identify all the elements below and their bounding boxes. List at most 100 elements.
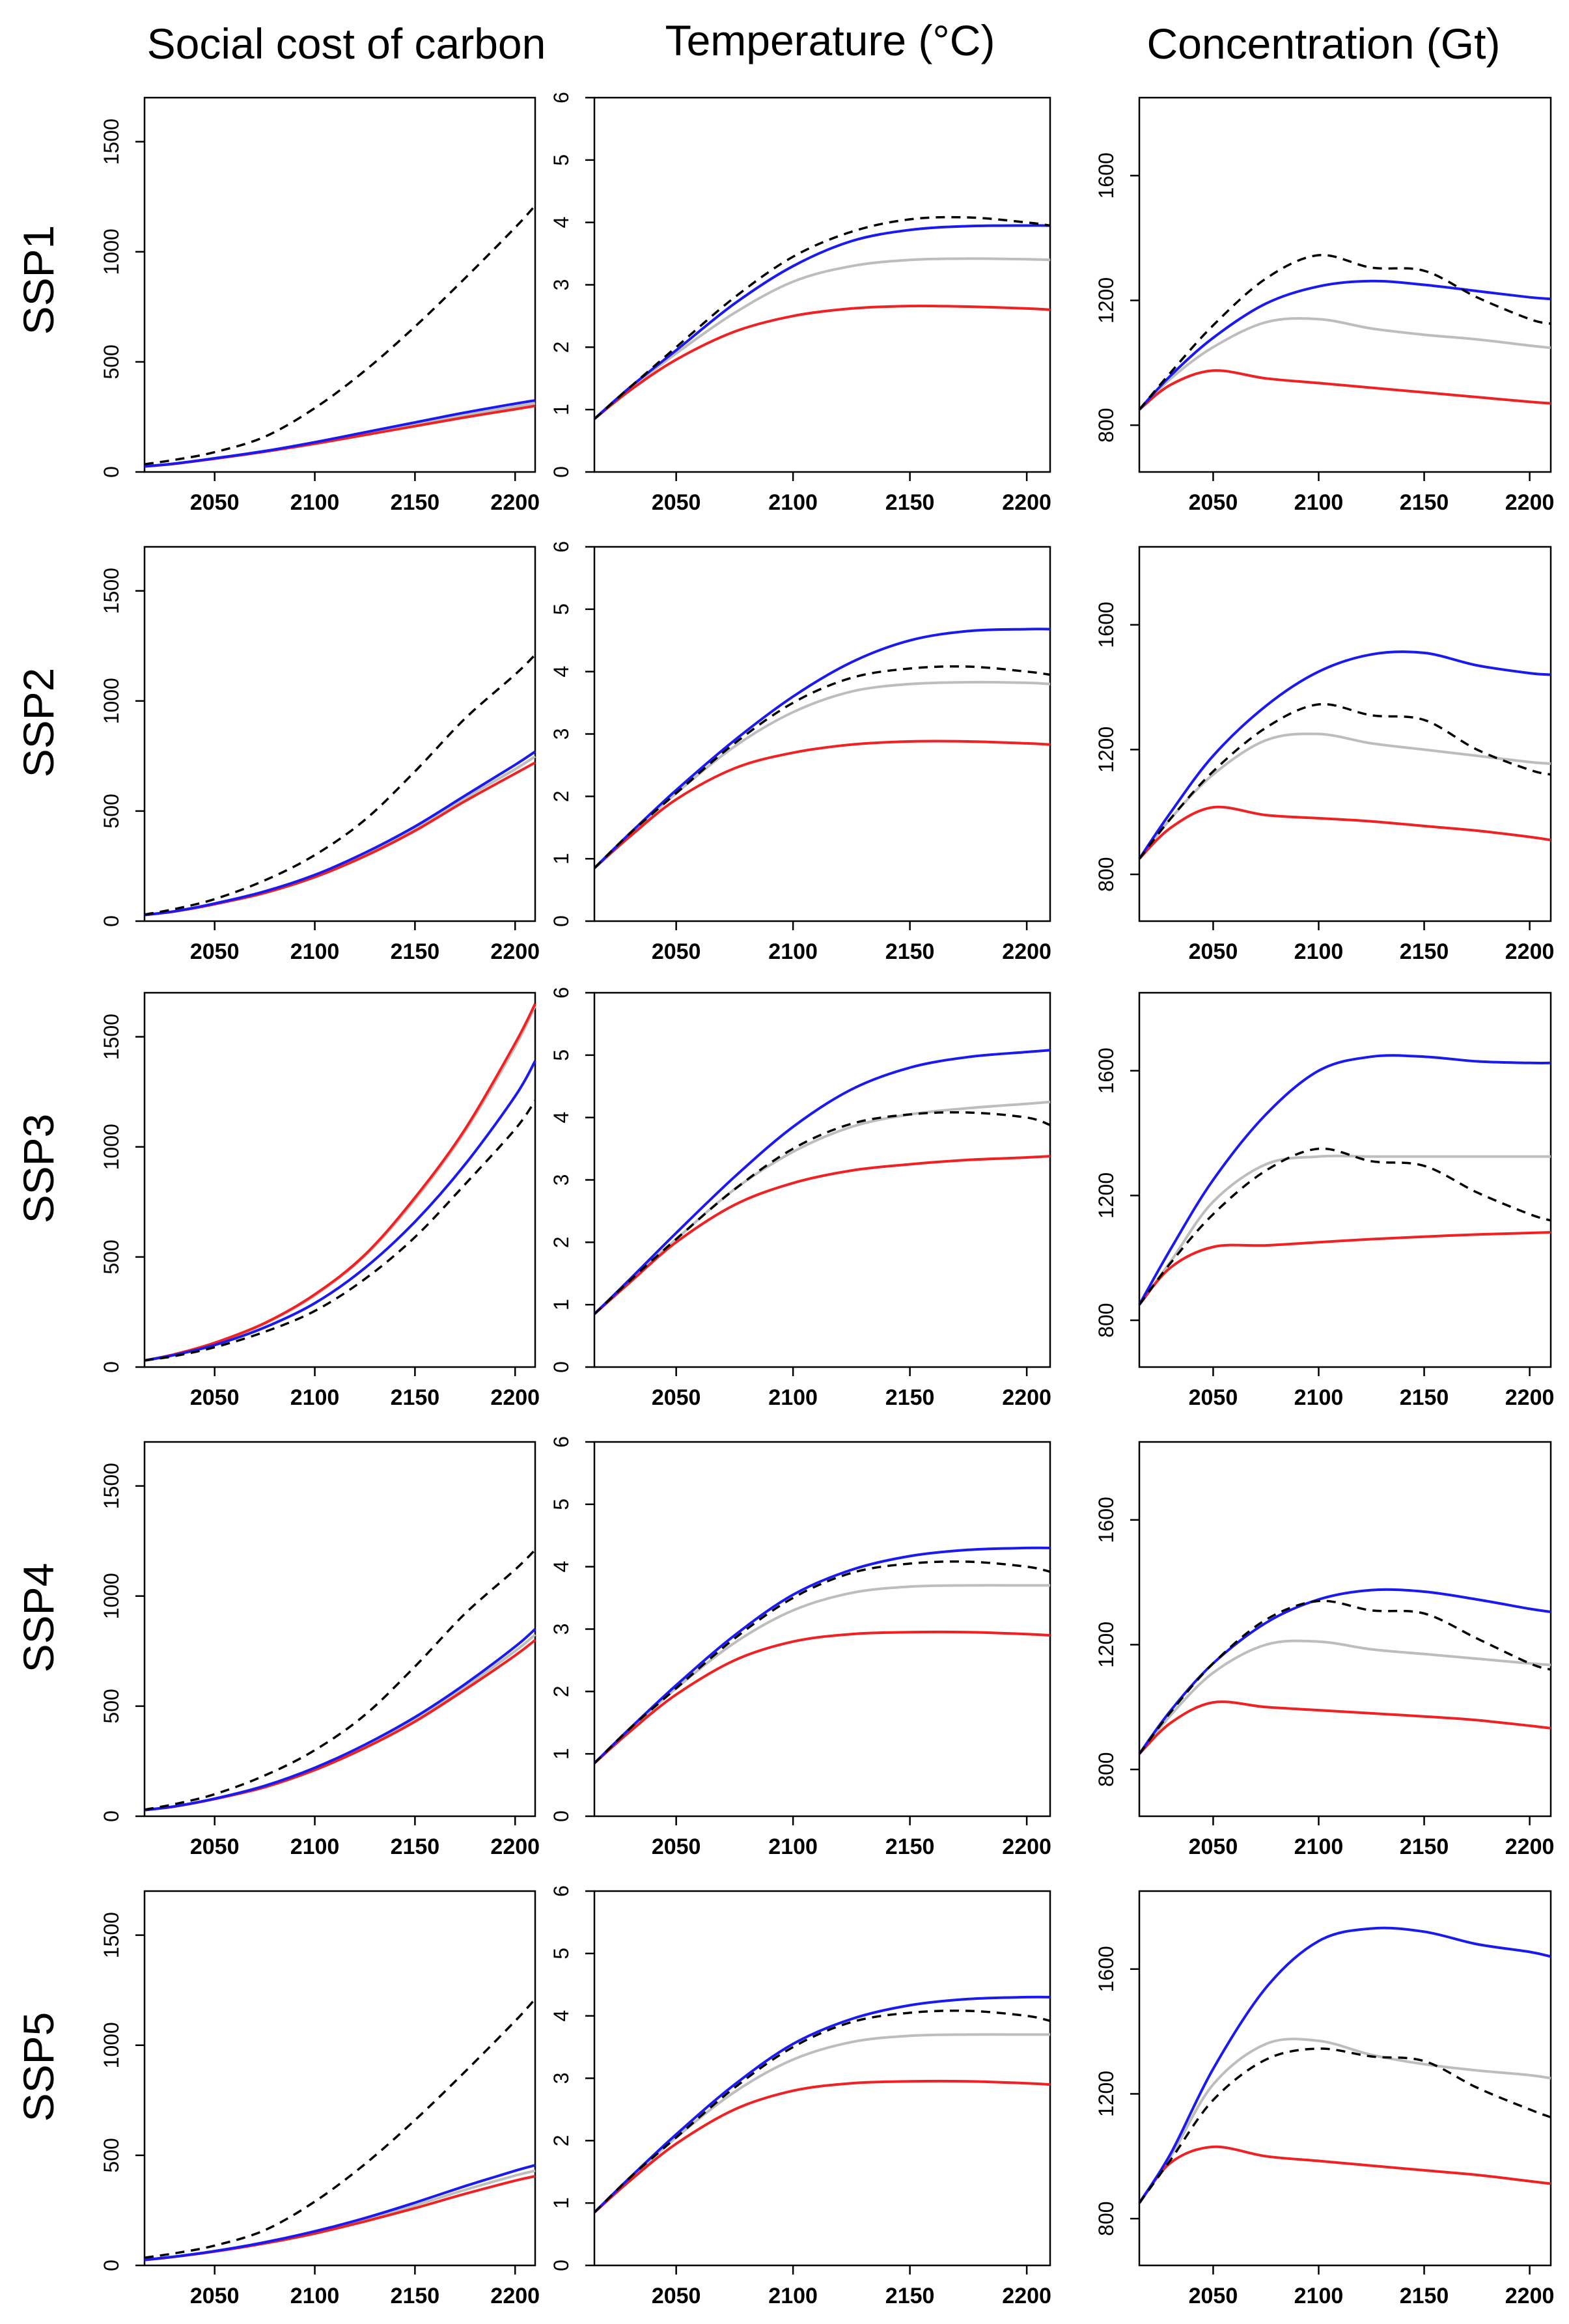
x-tick-label: 2150 (391, 1385, 440, 1410)
y-tick-label: 5 (549, 1049, 573, 1061)
y-tick-label: 5 (549, 1499, 573, 1510)
series-red (593, 740, 1051, 870)
x-tick-label: 2100 (290, 2284, 340, 2308)
panel-ssp2-scc: 2050 2100 2150 2200 0 500 1000 1500 (100, 546, 540, 964)
panel-ssp1-concentration: 2050 2100 2150 2200 800 1200 1600 (1094, 96, 1554, 515)
row-label-ssp2: SSP2 (14, 668, 62, 778)
x-tick-label: 2200 (490, 2284, 540, 2308)
panel-ssp3-scc: 2050 2100 2150 2200 0 500 1000 1500 (100, 991, 540, 1410)
series-black-dashed (144, 1100, 536, 1362)
x-tick-label: 2100 (1294, 1385, 1344, 1410)
series-gray (1138, 317, 1551, 411)
y-tick-label: 3 (549, 2073, 573, 2084)
series-gray (1138, 2038, 1551, 2204)
x-tick-label: 2150 (885, 2284, 935, 2308)
x-tick-label: 2100 (290, 939, 340, 964)
x-tick-label: 2150 (391, 490, 440, 515)
y-tick-label: 500 (100, 794, 123, 828)
y-tick-label: 4 (549, 666, 573, 678)
plot-frame (593, 991, 1051, 1368)
x-tick-label: 2100 (1294, 490, 1344, 515)
x-tick-label: 2050 (190, 939, 240, 964)
y-tick-label: 800 (1094, 408, 1118, 442)
y-tick-label: 6 (549, 541, 573, 553)
y-tick-label: 1000 (100, 228, 123, 275)
y-tick-label: 4 (549, 1112, 573, 1124)
y-tick-label: 5 (549, 1948, 573, 1959)
y-tick-label: 0 (549, 2260, 573, 2271)
y-tick-label: 0 (549, 466, 573, 478)
y-tick-label: 2 (549, 2135, 573, 2146)
y-tick-label: 4 (549, 217, 573, 228)
series-black-dashed (593, 665, 1051, 869)
y-tick-label: 500 (100, 2138, 123, 2172)
series-black-dashed (593, 215, 1051, 420)
y-tick-label: 500 (100, 344, 123, 379)
y-tick-label: 1000 (100, 2022, 123, 2068)
y-tick-label: 0 (100, 466, 123, 478)
series-blue (1138, 1054, 1551, 1306)
x-tick-label: 2150 (391, 2284, 440, 2308)
plot-frame (593, 1890, 1051, 2267)
y-tick-label: 1200 (1094, 2071, 1118, 2117)
series-blue (593, 1546, 1051, 1764)
x-tick-label: 2200 (490, 1385, 540, 1410)
panel-ssp5-scc: 2050 2100 2150 2200 0 500 1000 1500 (100, 1890, 540, 2308)
series-black-dashed (593, 1111, 1051, 1315)
row-labels: SSP1 SSP2 SSP3 SSP4 SSP5 (14, 225, 62, 2122)
series-red (1138, 1231, 1551, 1306)
x-tick-label: 2150 (1400, 490, 1449, 515)
x-tick-label: 2100 (1294, 939, 1344, 964)
y-tick-label: 2 (549, 341, 573, 353)
x-tick-label: 2100 (768, 1834, 818, 1859)
y-tick-label: 3 (549, 1174, 573, 1186)
y-tick-label: 0 (549, 1361, 573, 1373)
y-tick-label: 1200 (1094, 277, 1118, 324)
series-black-dashed (1138, 702, 1551, 860)
y-tick-label: 1600 (1094, 1946, 1118, 1992)
x-tick-label: 2050 (652, 1834, 701, 1859)
x-tick-label: 2150 (885, 490, 935, 515)
series-black-dashed (1138, 1147, 1551, 1306)
x-tick-label: 2200 (1002, 490, 1051, 515)
y-tick-label: 2 (549, 790, 573, 802)
x-tick-label: 2200 (1002, 1834, 1051, 1859)
series-blue (593, 628, 1051, 869)
y-tick-label: 1200 (1094, 1622, 1118, 1668)
panel-ssp3-temperature: 2050 2100 2150 2200 0 1 2 3 4 5 6 (549, 987, 1051, 1410)
y-tick-label: 1600 (1094, 602, 1118, 648)
series-black-dashed (1138, 1599, 1551, 1755)
y-tick-label: 500 (100, 1689, 123, 1723)
y-tick-label: 1500 (100, 1912, 123, 1958)
series-blue (1138, 650, 1551, 860)
series-black-dashed (593, 2009, 1051, 2213)
x-tick-label: 2150 (885, 1834, 935, 1859)
x-tick-label: 2050 (190, 1834, 240, 1859)
x-tick-label: 2100 (768, 939, 818, 964)
y-tick-label: 1500 (100, 1463, 123, 1509)
x-tick-label: 2050 (1189, 490, 1238, 515)
y-tick-label: 1500 (100, 1014, 123, 1060)
x-tick-label: 2050 (190, 1385, 240, 1410)
y-tick-label: 5 (549, 154, 573, 166)
x-tick-label: 2200 (490, 939, 540, 964)
y-tick-label: 1 (549, 404, 573, 415)
y-tick-label: 1200 (1094, 726, 1118, 773)
plot-frame (143, 991, 536, 1368)
x-tick-label: 2200 (1002, 2284, 1051, 2308)
x-tick-label: 2050 (1189, 1834, 1238, 1859)
x-tick-label: 2050 (190, 490, 240, 515)
series-red (593, 1155, 1051, 1316)
plot-frame (143, 1441, 536, 1818)
series-blue (144, 399, 536, 468)
y-tick-label: 6 (549, 1885, 573, 1897)
x-tick-label: 2100 (290, 1385, 340, 1410)
y-tick-label: 1600 (1094, 152, 1118, 199)
y-tick-label: 1000 (100, 1124, 123, 1170)
panel-ssp2-temperature: 2050 2100 2150 2200 0 1 2 3 4 5 6 (549, 541, 1051, 964)
y-tick-label: 2 (549, 1236, 573, 1248)
series-blue (1138, 1926, 1551, 2204)
y-tick-label: 1600 (1094, 1497, 1118, 1543)
plot-frame (593, 1441, 1051, 1818)
